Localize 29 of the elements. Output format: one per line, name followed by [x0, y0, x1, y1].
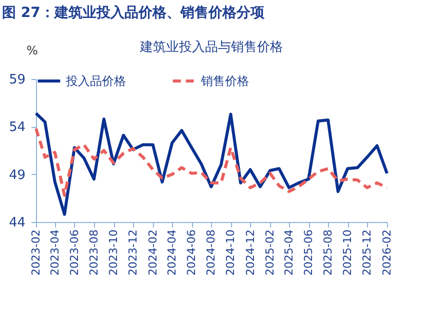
- x-tick-label: 2025-12: [360, 230, 374, 276]
- chart-subtitle: 建筑业投入品与销售价格: [139, 40, 283, 55]
- y-tick-label: 49: [8, 168, 26, 183]
- x-tick-label: 2023-02: [30, 230, 42, 276]
- y-tick-label: 44: [8, 216, 26, 230]
- x-tick-label: 2024-10: [224, 230, 238, 276]
- legend-label: 销售价格: [200, 74, 249, 88]
- line-series: [34, 112, 388, 216]
- x-tick-label: 2026-02: [380, 230, 394, 276]
- x-tick-label: 2025-10: [341, 230, 354, 276]
- x-tick-label: 2023-10: [107, 230, 120, 276]
- x-tick-label: 2024-08: [204, 230, 218, 276]
- x-tick-label: 2024-06: [185, 230, 198, 276]
- x-tick-label: 2023-04: [48, 230, 62, 276]
- chart-title: 图 27：建筑业投入品价格、销售价格分项: [2, 5, 266, 21]
- x-tick-label: 2025-04: [282, 230, 296, 276]
- x-tick-label: 2024-04: [166, 230, 179, 276]
- x-tick-label: 2023-08: [87, 230, 100, 276]
- y-axis-title: %: [26, 44, 38, 58]
- y-tick-label: 59: [8, 72, 26, 88]
- x-tick-label: 2024-12: [244, 230, 257, 276]
- legend-label: 投入品价格: [65, 74, 126, 88]
- x-tick-label: 2023-06: [68, 230, 81, 276]
- x-tick-label: 2025-06: [302, 230, 316, 276]
- x-tick-label: 2025-02: [264, 230, 277, 276]
- x-tick-label: 2024-02: [146, 230, 160, 276]
- x-tick-label: 2023-12: [126, 230, 140, 276]
- y-tick-label: 54: [8, 120, 26, 136]
- x-tick-label: 2025-08: [322, 230, 335, 276]
